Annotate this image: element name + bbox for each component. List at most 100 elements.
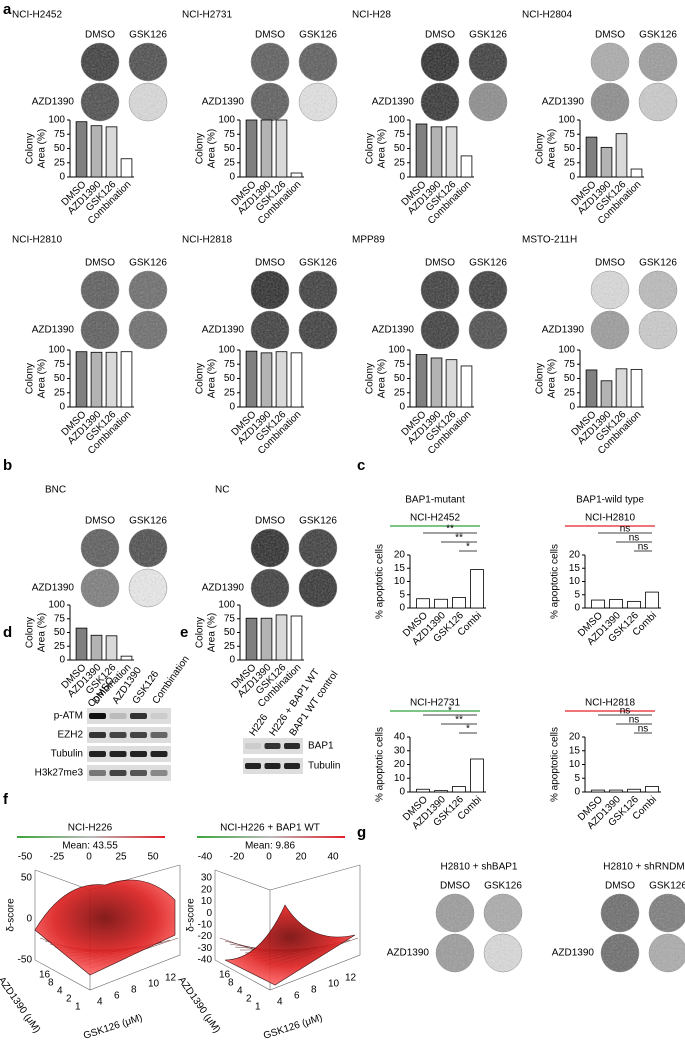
plate-column-label: DMSO — [605, 881, 635, 892]
plate-column-label: DMSO — [425, 30, 455, 41]
blot-row-label: Tubulin — [308, 761, 340, 772]
cell-line-title: NCI-H2818 — [182, 235, 232, 246]
y-tick-label: 10 — [394, 576, 406, 587]
plate-column-label: GSK126 — [129, 258, 167, 269]
y-tick-label: 50 — [54, 143, 66, 154]
bar — [260, 617, 273, 661]
bar — [245, 350, 258, 408]
plate-column-label: GSK126 — [129, 516, 167, 527]
cell-line-title: H2810 + shBAP1 — [441, 862, 518, 873]
y-tick-label: 0 — [59, 402, 65, 413]
plate-row-label: AZD1390 — [387, 948, 430, 959]
y-tick-label: 100 — [218, 345, 235, 356]
scale-tick-label: 0 — [86, 852, 92, 863]
plate-texture — [591, 83, 629, 121]
bar — [290, 615, 303, 661]
cell-line-title: NCI-H2804 — [522, 10, 572, 21]
y-tick-label: 0 — [229, 172, 235, 183]
bar — [416, 788, 430, 793]
blot-band — [130, 751, 147, 757]
blot-band — [264, 743, 281, 749]
bar — [591, 789, 605, 793]
y-tick-label: 15 — [569, 563, 581, 574]
panel-label: c — [357, 457, 365, 474]
plate-column-label: DMSO — [255, 258, 285, 269]
y-axis-label: % apoptotic cells — [375, 544, 386, 619]
plate-texture — [639, 311, 677, 349]
bar — [260, 352, 273, 408]
bar — [434, 790, 448, 793]
blot-band — [284, 763, 300, 769]
y-tick-label: 20 — [569, 550, 581, 561]
plate-texture — [251, 529, 289, 567]
significance-label: ** — [446, 524, 454, 535]
bar — [615, 133, 628, 178]
significance-label: ** — [455, 715, 463, 726]
panel-label: a — [3, 1, 12, 18]
plate-column-label: DMSO — [85, 516, 115, 527]
y-tick-label: 16 — [219, 970, 231, 981]
plate-column-label: DMSO — [440, 881, 470, 892]
y-tick-label: 50 — [564, 373, 576, 384]
plate-texture — [81, 83, 119, 121]
cell-line-title: NCI-H28 — [352, 10, 391, 21]
y-tick-label: 100 — [558, 345, 575, 356]
significance-label: ns — [629, 533, 640, 544]
bar — [290, 352, 303, 408]
bar — [430, 357, 443, 408]
bar — [585, 136, 598, 178]
plate-texture — [421, 311, 459, 349]
cell-line-title: NCI-H2810 — [12, 235, 62, 246]
plate-texture — [129, 43, 167, 81]
y-tick-label: 100 — [218, 600, 235, 611]
plate-row-label: AZD1390 — [202, 325, 245, 336]
y-tick-label: 2 — [66, 994, 72, 1005]
plate-texture — [129, 311, 167, 349]
bar — [105, 351, 118, 408]
plate-texture — [129, 569, 167, 607]
surface — [34, 879, 176, 976]
y-tick-label: 20 — [394, 550, 406, 561]
color-scale — [17, 836, 165, 838]
plate-texture — [484, 934, 522, 972]
y-axis-label: Area (%) — [377, 359, 388, 398]
bar — [609, 789, 623, 793]
z-tick-label: -20 — [198, 931, 213, 942]
plate-row-label: AZD1390 — [552, 948, 595, 959]
plate-texture — [436, 894, 474, 932]
x-tick-label: 8 — [131, 985, 137, 996]
plate-column-label: DMSO — [85, 30, 115, 41]
y-axis-label: Colony — [365, 133, 376, 164]
plate-texture — [639, 43, 677, 81]
y-axis-label: Colony — [195, 363, 206, 394]
plate-column-label: GSK126 — [649, 881, 685, 892]
blot-band — [264, 763, 281, 769]
y-axis-label: Area (%) — [377, 129, 388, 168]
plate-column-label: GSK126 — [639, 30, 677, 41]
plate-texture — [469, 311, 507, 349]
y-tick-label: 0 — [399, 402, 405, 413]
scale-tick-label: 25 — [115, 852, 127, 863]
y-axis-label: % apoptotic cells — [375, 727, 386, 802]
group-title: BAP1-mutant — [405, 495, 465, 506]
plate-texture — [421, 271, 459, 309]
y-tick-label: 1 — [255, 1002, 261, 1013]
y-axis-label: Area (%) — [547, 359, 558, 398]
blot-band — [89, 713, 106, 719]
z-tick-label: 0 — [26, 914, 32, 925]
y-tick-label: 30 — [394, 745, 406, 756]
bar — [75, 627, 88, 661]
y-tick-label: 0 — [59, 172, 65, 183]
bar — [434, 598, 448, 609]
y-tick-label: 75 — [224, 613, 236, 624]
y-tick-label: 40 — [394, 732, 406, 743]
y-tick-label: 75 — [224, 129, 236, 140]
bar — [275, 614, 288, 661]
bar — [290, 172, 303, 178]
y-tick-label: 100 — [218, 115, 235, 126]
cell-line-title: BNC — [45, 485, 66, 496]
blot-band — [150, 770, 168, 776]
y-tick-label: 0 — [574, 787, 580, 798]
plate-texture — [639, 271, 677, 309]
